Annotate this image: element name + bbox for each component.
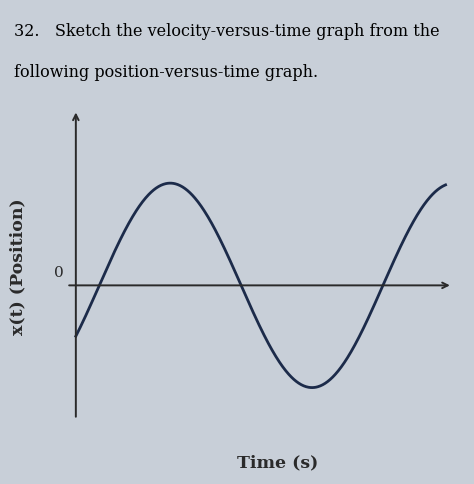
Text: following position-versus-time graph.: following position-versus-time graph. [14, 64, 319, 81]
Text: 32.   Sketch the velocity-versus-time graph from the: 32. Sketch the velocity-versus-time grap… [14, 23, 440, 40]
Text: Time (s): Time (s) [237, 454, 319, 472]
Text: 0: 0 [54, 266, 64, 280]
Text: x(t) (Position): x(t) (Position) [10, 198, 27, 334]
